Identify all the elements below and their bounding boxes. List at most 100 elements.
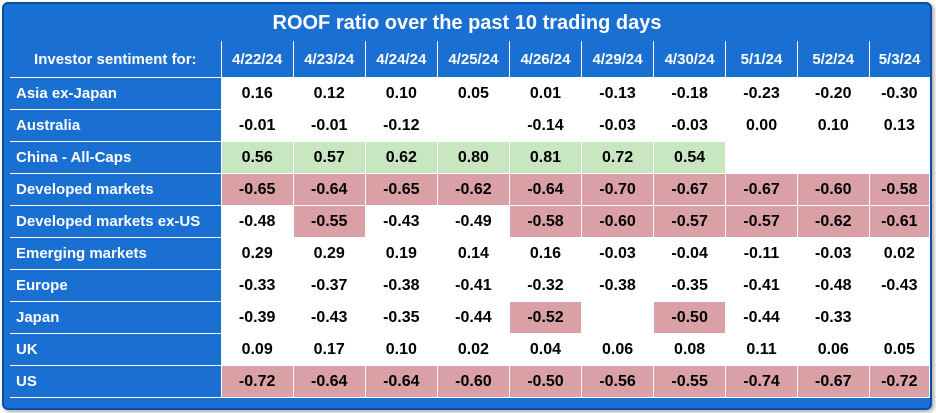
value-cell: -0.67: [796, 365, 870, 398]
value-cell: 0.02: [868, 237, 931, 270]
value-cell: 0.05: [436, 77, 510, 110]
value-cell: -0.01: [220, 109, 294, 142]
value-cell: -0.41: [436, 269, 510, 302]
value-cell: 0.10: [364, 333, 438, 366]
value-cell: 0.29: [292, 237, 366, 270]
value-cell: 0.17: [292, 333, 366, 366]
value-cell: -0.72: [220, 365, 294, 398]
value-cell: 0.04: [508, 333, 583, 366]
value-cell: -0.03: [580, 109, 655, 142]
value-cell: 0.29: [220, 237, 294, 270]
column-header-date: 4/30/24: [653, 41, 726, 78]
row-label: Japan: [10, 301, 222, 334]
value-cell: 0.81: [508, 141, 583, 174]
value-cell: [436, 109, 510, 142]
row-label: Asia ex-Japan: [10, 77, 222, 110]
table-row: Developed markets -0.65 -0.64 -0.65 -0.62 -0.…: [10, 173, 931, 206]
value-cell: -0.43: [364, 205, 438, 238]
value-cell: 0.10: [796, 109, 870, 142]
table-row: China - All-Caps 0.56 0.57 0.62 0.80 0.81 0.72…: [10, 141, 931, 174]
value-cell: -0.61: [868, 205, 931, 238]
value-cell: 0.06: [580, 333, 655, 366]
value-cell: -0.52: [508, 301, 583, 334]
value-cell: -0.70: [580, 173, 655, 206]
value-cell: -0.48: [796, 269, 870, 302]
value-cell: -0.35: [364, 301, 438, 334]
row-label: Australia: [10, 109, 222, 142]
value-cell: 0.01: [508, 77, 583, 110]
value-cell: 0.10: [364, 77, 438, 110]
value-cell: -0.57: [653, 205, 727, 238]
value-cell: -0.48: [220, 205, 294, 238]
column-header-date: 5/2/24: [796, 41, 870, 78]
row-label: Europe: [10, 269, 222, 302]
value-cell: -0.14: [508, 109, 583, 142]
value-cell: 0.06: [796, 333, 870, 366]
value-cell: -0.44: [436, 301, 510, 334]
row-label: UK: [10, 333, 222, 366]
value-cell: [725, 141, 798, 174]
value-cell: 0.00: [725, 109, 798, 142]
value-cell: -0.03: [653, 109, 727, 142]
value-cell: 0.56: [220, 141, 294, 174]
value-cell: -0.13: [580, 77, 655, 110]
row-label: US: [10, 365, 222, 398]
chart-title: ROOF ratio over the past 10 trading days: [272, 12, 662, 34]
value-cell: 0.02: [436, 333, 510, 366]
value-cell: 0.62: [364, 141, 438, 174]
value-cell: [868, 141, 931, 174]
value-cell: 0.05: [868, 333, 931, 366]
value-cell: -0.62: [796, 205, 870, 238]
column-header-date: 4/23/24: [292, 41, 366, 78]
column-header-date: 4/29/24: [580, 41, 654, 78]
column-header-date: 4/26/24: [508, 41, 582, 78]
value-cell: 0.11: [725, 333, 798, 366]
value-cell: -0.74: [725, 365, 798, 398]
value-cell: -0.44: [725, 301, 798, 334]
value-cell: -0.03: [796, 237, 870, 270]
value-cell: -0.37: [292, 269, 366, 302]
value-cell: -0.65: [220, 173, 294, 206]
row-label: China - All-Caps: [10, 141, 222, 174]
value-cell: 0.72: [580, 141, 655, 174]
roof-ratio-table: Investor sentiment for: 4/22/24 4/23/24 4/…: [10, 41, 931, 398]
row-label: Developed markets: [10, 173, 222, 206]
table-row: Developed markets ex-US -0.48 -0.55 -0.43 -0…: [10, 205, 931, 238]
value-cell: 0.12: [292, 77, 366, 110]
header-row: Investor sentiment for: 4/22/24 4/23/24 4/…: [10, 41, 930, 78]
value-cell: 0.08: [653, 333, 727, 366]
value-cell: -0.64: [292, 365, 366, 398]
value-cell: -0.30: [868, 77, 931, 110]
value-cell: 0.54: [653, 141, 727, 174]
value-cell: -0.72: [868, 365, 931, 398]
value-cell: 0.16: [220, 77, 294, 110]
value-cell: -0.67: [725, 173, 798, 206]
value-cell: -0.67: [653, 173, 727, 206]
value-cell: -0.60: [436, 365, 510, 398]
table-row: UK 0.09 0.17 0.10 0.02 0.04 0.06 0.08 0.11 0.06 0.…: [10, 333, 931, 366]
table-row: Japan -0.39 -0.43 -0.35 -0.44 -0.52 -0.50 -0.44…: [10, 301, 931, 334]
column-header-date: 5/3/24: [868, 41, 930, 78]
value-cell: -0.38: [364, 269, 438, 302]
column-header-date: 4/22/24: [220, 41, 294, 78]
value-cell: -0.01: [292, 109, 366, 142]
value-cell: -0.64: [292, 173, 366, 206]
value-cell: 0.19: [364, 237, 438, 270]
value-cell: -0.39: [220, 301, 294, 334]
value-cell: -0.23: [725, 77, 798, 110]
value-cell: 0.14: [436, 237, 510, 270]
value-cell: -0.11: [725, 237, 798, 270]
column-header-date: 5/1/24: [725, 41, 798, 78]
value-cell: -0.60: [796, 173, 870, 206]
table-body: Asia ex-Japan 0.16 0.12 0.10 0.05 0.01 -0.13 -0…: [10, 77, 931, 398]
value-cell: -0.62: [436, 173, 510, 206]
value-cell: -0.50: [653, 301, 727, 334]
value-cell: -0.35: [653, 269, 727, 302]
value-cell: -0.43: [292, 301, 366, 334]
value-cell: -0.12: [364, 109, 438, 142]
value-cell: 0.16: [508, 237, 583, 270]
row-header-label: Investor sentiment for:: [34, 50, 197, 68]
value-cell: -0.32: [508, 269, 583, 302]
value-cell: -0.55: [653, 365, 727, 398]
